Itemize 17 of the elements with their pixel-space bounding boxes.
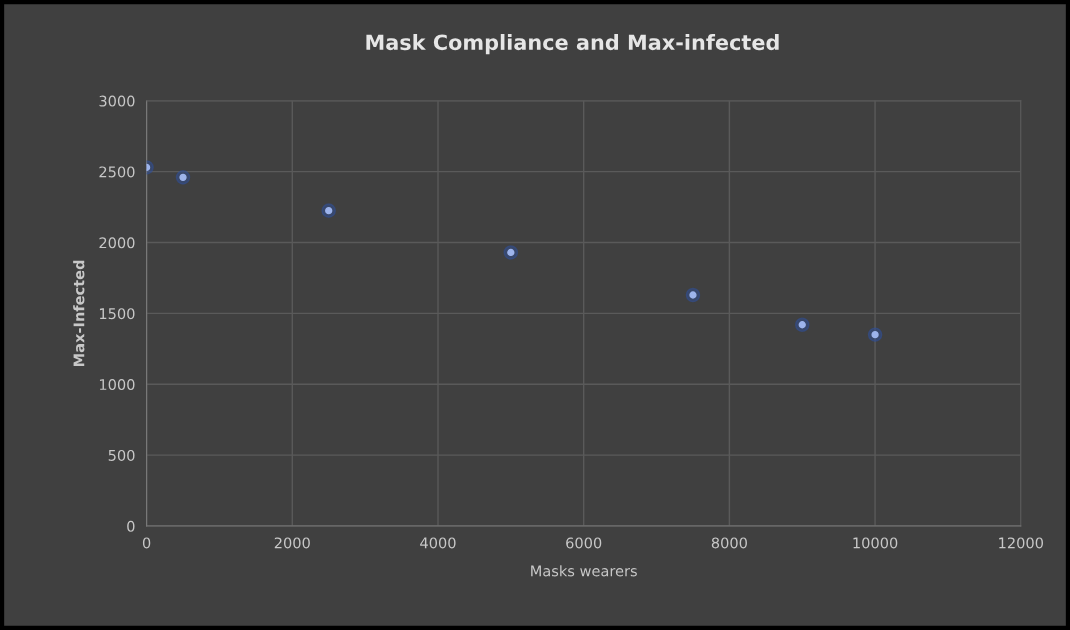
chart-title: Mask Compliance and Max-infected [366, 34, 779, 55]
x-tick-label: 4000 [420, 537, 456, 549]
y-tick-label: 2500 [99, 166, 135, 178]
x-tick-label: 8000 [711, 537, 747, 549]
y-axis-title: Max-Infected [73, 260, 85, 366]
x-tick-label: 10000 [853, 537, 898, 549]
x-axis-title: Masks wearers [531, 565, 637, 577]
y-tick-label: 2000 [99, 237, 135, 249]
y-tick-label: 0 [127, 520, 135, 532]
y-tick-label: 1500 [99, 308, 135, 320]
y-tick-label: 500 [108, 449, 135, 461]
x-tick-label: 6000 [566, 537, 602, 549]
y-tick-label: 3000 [99, 95, 135, 107]
x-tick-label: 2000 [274, 537, 310, 549]
x-tick-label: 12000 [999, 537, 1044, 549]
x-tick-label: 0 [142, 537, 151, 549]
y-tick-label: 1000 [99, 379, 135, 391]
